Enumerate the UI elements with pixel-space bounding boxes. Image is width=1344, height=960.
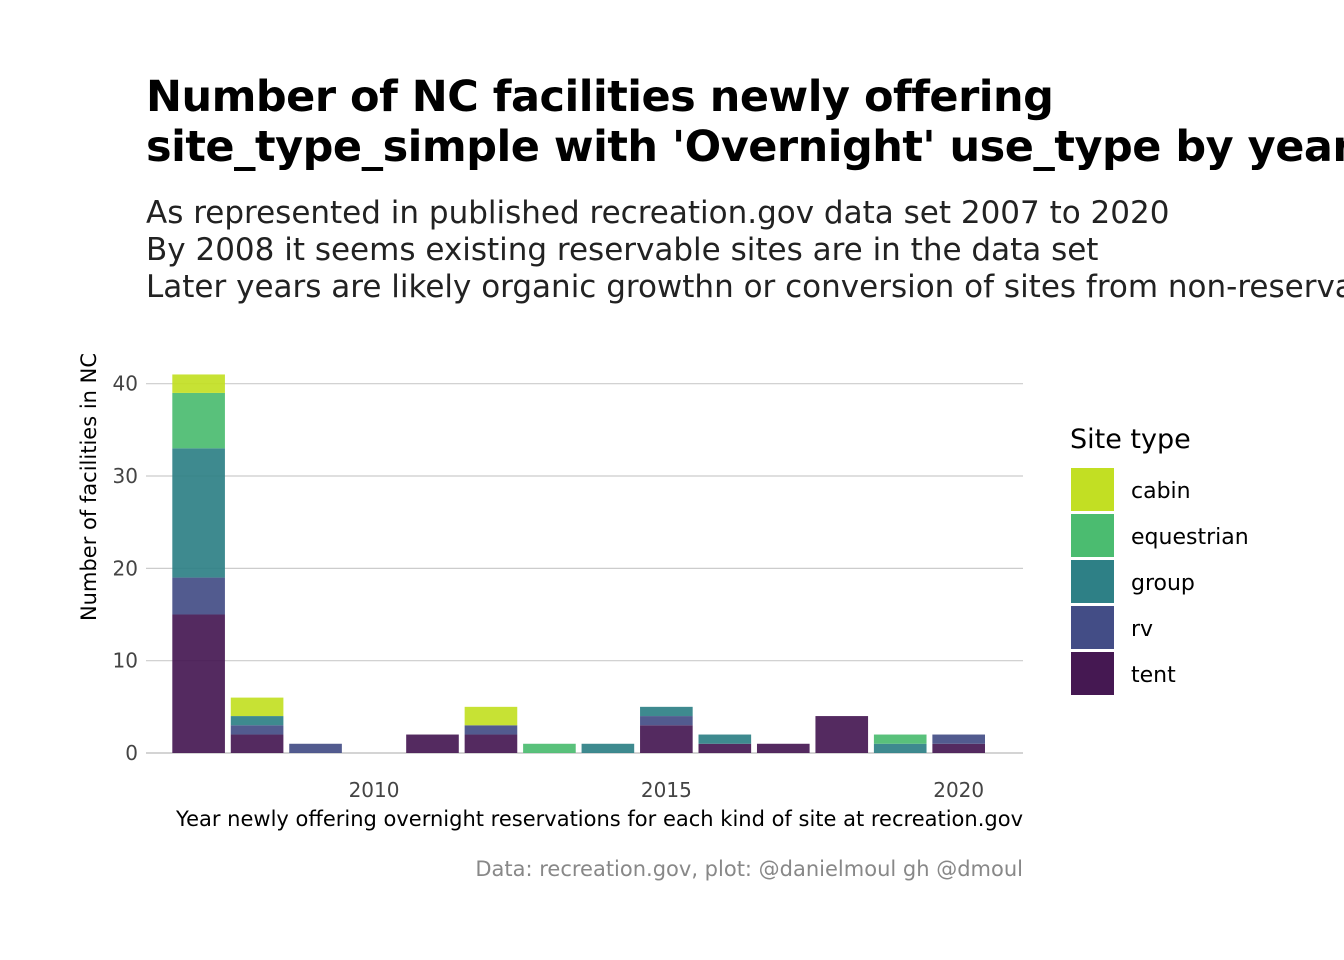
bar-cabin-2012 (464, 706, 518, 726)
subtitle-line-2: By 2008 it seems existing reservable sit… (146, 232, 1099, 268)
bar-cabin-2007 (172, 374, 225, 393)
chart-subtitle: As represented in published recreation.g… (146, 195, 1344, 306)
legend-label-rv: rv (1131, 617, 1153, 642)
bar-rv-2009 (289, 743, 342, 753)
x-tick-label-2010: 2010 (349, 778, 400, 802)
y-tick-label-20: 20 (113, 556, 138, 580)
bar-group-2016 (698, 734, 752, 744)
bar-group-2008 (230, 716, 284, 726)
legend-swatch-tent (1071, 652, 1114, 695)
bar-tent-2018 (815, 716, 869, 753)
chart-title: Number of NC facilities newly offering s… (146, 72, 1344, 172)
bar-tent-2017 (756, 743, 810, 753)
bar-group-2007 (172, 448, 225, 578)
y-tick-label-40: 40 (113, 372, 138, 396)
bar-tent-2016 (698, 743, 752, 753)
subtitle-line-3: Later years are likely organic growthn o… (146, 269, 1344, 305)
legend-swatch-group (1071, 560, 1114, 603)
title-line-1: Number of NC facilities newly offering (146, 72, 1054, 122)
legend: Site type cabin equestrian group rv tent (1070, 424, 1249, 695)
bar-tent-2008 (230, 734, 284, 753)
y-tick-label-10: 10 (113, 649, 138, 673)
bar-rv-2015 (640, 716, 693, 726)
y-axis-title: Number of facilities in NC (77, 353, 101, 621)
bar-rv-2012 (464, 725, 518, 735)
subtitle-line-1: As represented in published recreation.g… (146, 195, 1170, 231)
bar-tent-2015 (640, 725, 693, 753)
caption: Data: recreation.gov, plot: @danielmoul … (475, 857, 1023, 881)
legend-label-equestrian: equestrian (1131, 525, 1249, 550)
bar-equestrian-2019 (873, 734, 927, 744)
legend-label-cabin: cabin (1131, 479, 1191, 504)
legend-label-tent: tent (1131, 663, 1176, 688)
x-tick-label-2015: 2015 (641, 778, 692, 802)
legend-label-group: group (1131, 571, 1195, 596)
x-axis-title: Year newly offering overnight reservatio… (175, 807, 1023, 831)
bar-group-2019 (873, 743, 927, 753)
bar-rv-2020 (932, 734, 985, 744)
bar-equestrian-2007 (172, 392, 225, 449)
title-line-2: site_type_simple with 'Overnight' use_ty… (146, 122, 1344, 172)
legend-swatch-equestrian (1071, 514, 1114, 557)
bar-equestrian-2013 (523, 743, 576, 753)
bar-rv-2008 (230, 725, 284, 735)
legend-swatch-rv (1071, 606, 1114, 649)
bar-stacks (172, 374, 985, 753)
legend-swatch-cabin (1071, 468, 1114, 511)
bar-group-2015 (640, 706, 693, 717)
bar-rv-2007 (172, 577, 225, 615)
x-axis: 2010 2015 2020 (349, 778, 985, 802)
bar-tent-2011 (406, 734, 459, 753)
y-tick-label-30: 30 (113, 464, 138, 488)
bar-tent-2020 (932, 743, 985, 753)
bar-tent-2012 (464, 734, 518, 753)
bar-cabin-2008 (230, 697, 284, 717)
bar-tent-2007 (172, 614, 225, 753)
x-tick-label-2020: 2020 (933, 778, 984, 802)
legend-title: Site type (1070, 424, 1191, 455)
y-tick-label-0: 0 (125, 741, 138, 765)
bar-group-2014 (581, 743, 635, 753)
y-axis: 0 10 20 30 40 (113, 372, 138, 765)
